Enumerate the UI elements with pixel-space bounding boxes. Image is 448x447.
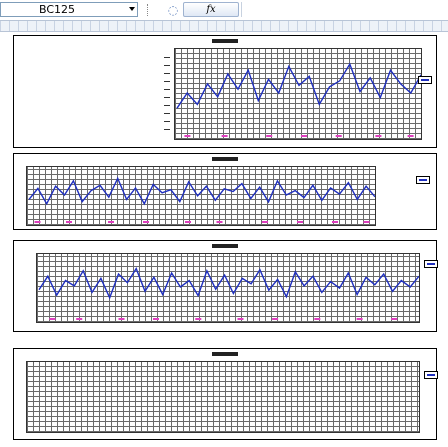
chart-panel-1[interactable] [13,35,437,148]
series-chart [176,62,421,137]
marker-6 [262,221,268,223]
marker-3 [301,135,307,137]
chart-title [212,157,238,161]
marker-2 [108,221,114,223]
plot-area[interactable] [26,166,376,226]
name-box[interactable]: BC125 [0,2,138,17]
chevron-down-icon[interactable] [129,7,135,11]
series-chart [38,267,419,320]
chart-legend[interactable] [416,176,430,184]
marker-9 [363,221,370,223]
marker-0 [184,135,191,137]
legend-swatch [427,263,435,265]
y-axis-ticks [164,52,170,130]
column-header-strip [0,21,448,32]
marker-8 [332,221,338,223]
marker-1 [66,221,72,223]
name-box-value: BC125 [39,3,76,16]
marker-6 [272,318,279,320]
series-chart [28,176,375,223]
cancel-icon[interactable]: ◌ [167,3,179,17]
marker-1 [221,135,228,137]
marker-0 [34,221,41,223]
marker-2 [118,318,125,320]
marker-2 [266,135,273,137]
legend-swatch [427,374,435,376]
chart-panel-4[interactable] [13,348,438,440]
series-line-0 [28,176,375,206]
legend-swatch [419,179,427,181]
chart-legend[interactable] [424,260,438,268]
marker-7 [314,318,321,320]
formula-bar-separator [147,4,152,16]
marker-7 [297,221,303,223]
chart-legend[interactable] [418,76,432,84]
marker-5 [237,318,244,320]
marker-1 [76,318,83,320]
legend-swatch [421,79,429,81]
insert-function-button[interactable]: fx [183,2,239,17]
series-line-0 [176,62,421,109]
marker-8 [356,318,363,320]
plot-area[interactable] [26,361,420,433]
series-chart [27,362,420,433]
plot-area[interactable] [174,48,422,140]
plot-area[interactable] [36,253,420,323]
marker-6 [407,135,414,137]
marker-5 [375,135,382,137]
marker-3 [153,318,159,320]
chart-title [212,39,238,43]
series-line-0 [38,267,419,300]
formula-input[interactable] [241,2,448,17]
marker-4 [335,135,342,137]
chart-title [212,352,238,356]
chart-title [212,244,238,248]
marker-0 [49,318,56,320]
marker-3 [143,221,149,223]
marker-9 [391,318,398,320]
chart-panel-2[interactable] [13,153,437,230]
chart-legend[interactable] [424,371,438,379]
formula-bar: BC125 ◌ fx [0,0,448,21]
marker-4 [185,221,191,223]
marker-5 [216,221,223,223]
chart-panel-3[interactable] [13,240,438,332]
marker-4 [195,318,202,320]
